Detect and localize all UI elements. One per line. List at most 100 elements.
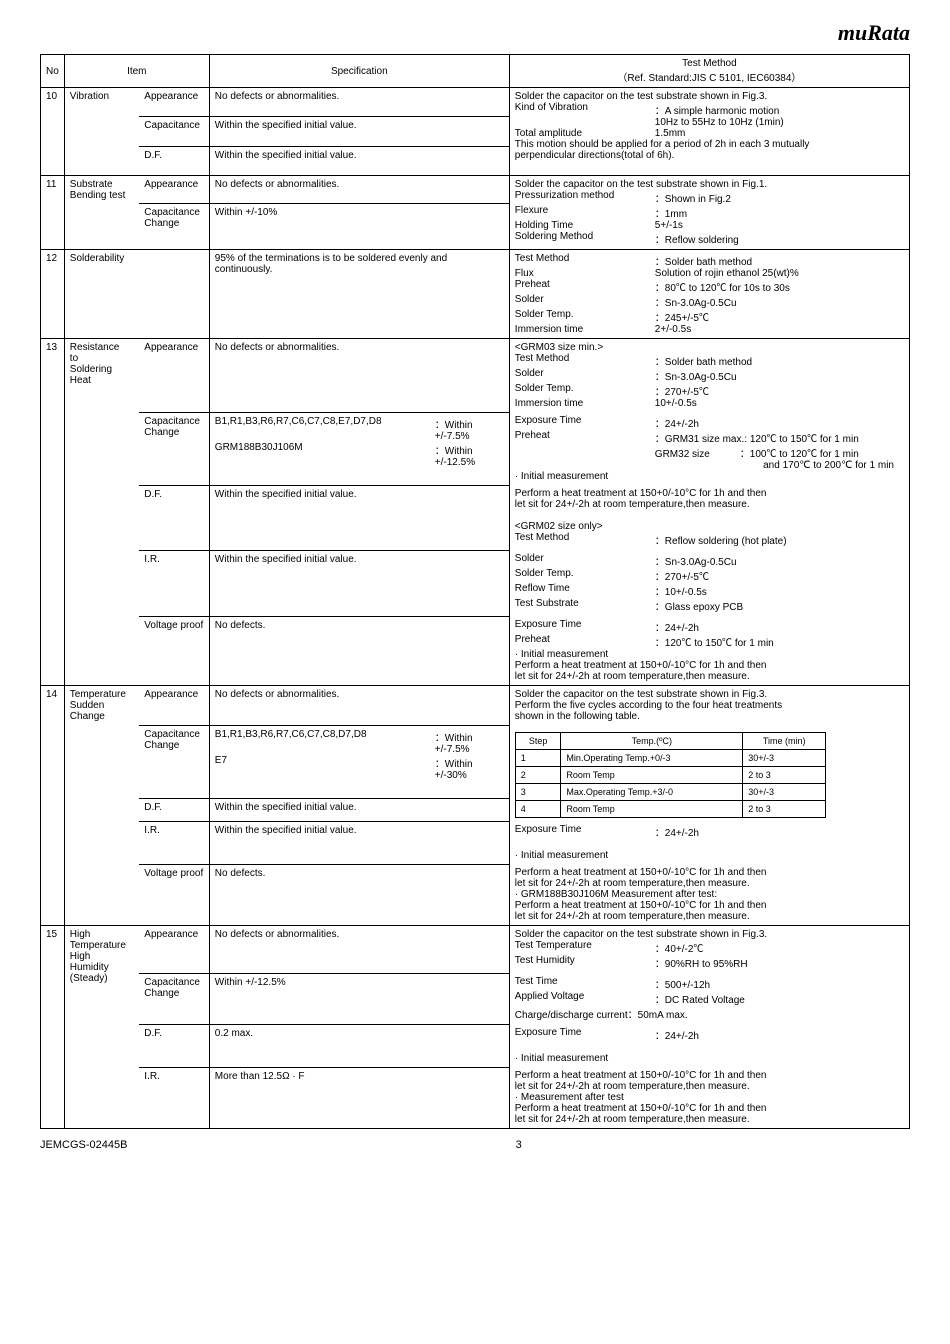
kv-label: Flexure [515,205,655,220]
text-line: let sit for 24+/-2h at room temperature,… [515,911,904,922]
kv-label: Applied Voltage [515,991,655,1006]
text-line: · Initial measurement [515,471,904,482]
kv-value: ：24+/-2h [655,824,699,839]
cell-label: Capacitance Change [139,412,209,485]
cell-method: Step Temp.(ºC) Time (min) 1Min.Operating… [509,725,909,821]
inner-td: 1 [515,750,561,767]
cell-label: Capacitance Change [139,204,209,250]
kv-value: ：Reflow soldering (hot plate) [655,532,787,547]
kv-value: ：24+/-2h [655,619,699,634]
kv-value: 10+/-0.5s [655,398,697,409]
kv-value: ：Solder bath method [655,353,752,368]
header-row: No Item Specification Test Method （Ref. … [41,55,910,88]
text-line: Solder the capacitor on the test substra… [515,689,904,700]
kv-value: ：GRM31 size max.: 120℃ to 150℃ for 1 min [655,430,859,445]
kv-value: ：80℃ to 120℃ for 10s to 30s [655,279,790,294]
label-text: Change [144,740,179,751]
kv-label: Immersion time [515,398,655,409]
text-line: 10Hz to 55Hz to 10Hz (1min) [515,117,904,128]
text-line: Solder the capacitor on the test substra… [515,91,904,102]
text-line: Perform a heat treatment at 150+0/-10°C … [515,660,904,671]
text-line: Perform a heat treatment at 150+0/-10°C … [515,1103,904,1114]
kv-label: Soldering Method [515,231,655,246]
cell-spec: B1,R1,B3,R6,R7,C6,C7,C8,D7,D8：Within +/-… [209,725,509,799]
kv-value: ：24+/-2h [655,415,699,430]
spec-tol: ：Within +/-7.5% [435,729,504,755]
row-item: High Temperature High Humidity (Steady) [64,926,139,1129]
inner-td: Min.Operating Temp.+0/-3 [561,750,743,767]
kv-label: Holding Time [515,220,655,231]
item-text: to [70,353,78,364]
text-line: shown in the following table. [515,711,904,722]
kv-label: Solder [515,294,655,309]
row-no: 12 [41,250,65,339]
item-text: High [70,929,91,940]
kv-label: Test Method [515,353,655,368]
cell-method: Exposure Time：24+/-2h · Initial measurem… [509,1024,909,1067]
kv-label: Pressurization method [515,190,655,205]
label-text: Capacitance [144,207,200,218]
item-text: High [70,951,91,962]
text-line: let sit for 24+/-2h at room temperature,… [515,1081,904,1092]
kv-value: ：90%RH to 95%RH [655,955,748,970]
kv-label: Exposure Time [515,415,655,430]
kv-label: Total amplitude [515,128,655,139]
cell-method: Perform a heat treatment at 150+0/-10°C … [509,864,909,926]
label-text: Change [144,218,179,229]
header-item: Item [64,55,209,88]
text-line: Perform a heat treatment at 150+0/-10°C … [515,1070,904,1081]
cell-spec: Within the specified initial value. [209,821,509,864]
text-line: · Initial measurement [515,1053,904,1064]
row-item: Solderability [64,250,209,339]
row-item: Substrate Bending test [64,176,139,250]
kv-value: ：DC Rated Voltage [655,991,745,1006]
kv-value: ：Glass epoxy PCB [655,598,743,613]
cell-method: Exposure Time：24+/-2h · Initial measurem… [509,821,909,864]
item-text: Heat [70,375,91,386]
inner-td: 2 to 3 [743,801,826,818]
cell-spec: 95% of the terminations is to be soldere… [209,250,509,339]
cell-label: Appearance [139,339,209,413]
cell-spec: No defects or abnormalities. [209,88,509,117]
kv-value: Solution of rojin ethanol 25(wt)% [655,268,799,279]
table-row: I.R. More than 12.5Ω · F Perform a heat … [41,1067,910,1129]
kv-value: 5+/-1s [655,220,683,231]
text-line: Perform a heat treatment at 150+0/-10°C … [515,488,904,499]
cell-label: Appearance [139,176,209,204]
inner-th: Time (min) [743,733,826,750]
cell-method: Solder the capacitor on the test substra… [509,686,909,726]
label-text: Capacitance [144,416,200,427]
cell-spec: No defects or abnormalities. [209,686,509,726]
cell-spec: Within the specified initial value. [209,146,509,175]
label-text: Capacitance [144,977,200,988]
item-text: Bending test [70,190,126,201]
logo: muRata [40,20,910,46]
cell-label: Appearance [139,88,209,117]
cell-method: Test Method：Solder bath method FluxSolut… [509,250,909,339]
table-row: 12 Solderability 95% of the terminations… [41,250,910,339]
row-item: Temperature Sudden Change [64,686,139,926]
kv-label: Kind of Vibration [515,102,655,117]
inner-td: 3 [515,784,561,801]
inner-th: Temp.(ºC) [561,733,743,750]
spec-text: continuously. [215,264,273,275]
item-text: (Steady) [70,973,108,984]
item-text: Temperature [70,940,126,951]
text-line: · GRM188B30J106M Measurement after test: [515,889,904,900]
kv-label: Solder Temp. [515,568,655,583]
text-line: Perform a heat treatment at 150+0/-10°C … [515,867,904,878]
cell-label: Capacitance Change [139,973,209,1024]
kv-label: Exposure Time [515,619,655,634]
footer-doc: JEMCGS-02445B [40,1139,127,1151]
inner-table: Step Temp.(ºC) Time (min) 1Min.Operating… [515,732,826,818]
row-item: Vibration [64,88,139,176]
inner-td: 30+/-3 [743,784,826,801]
cell-label: I.R. [139,550,209,616]
header-method: Test Method （Ref. Standard:JIS C 5101, I… [509,55,909,88]
header-no: No [41,55,65,88]
kv-label: Solder Temp. [515,383,655,398]
kv-label: Test Temperature [515,940,655,955]
text-line: Perform a heat treatment at 150+0/-10°C … [515,900,904,911]
cell-method: Exposure Time：24+/-2h Preheat：120℃ to 15… [509,616,909,686]
cell-method: Perform a heat treatment at 150+0/-10°C … [509,485,909,550]
